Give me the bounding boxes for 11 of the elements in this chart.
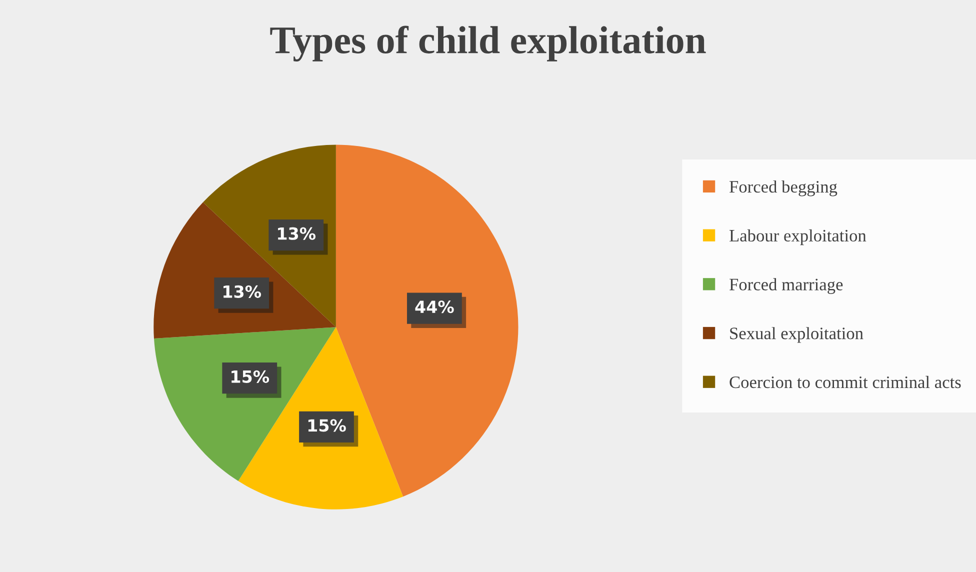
data-label: 13% <box>278 227 316 240</box>
data-label: 44% <box>415 300 454 314</box>
data-label: 15% <box>232 370 270 383</box>
legend-label: Sexual exploitation <box>730 327 864 343</box>
legend-label: Coercion to commit criminal acts <box>730 376 961 388</box>
legend-label: Forced marriage <box>729 278 843 294</box>
data-label: 15% <box>308 419 346 432</box>
legend-label: Labour exploitation <box>729 229 866 246</box>
chart-title: Types of child exploitation <box>270 26 706 62</box>
data-label: 13% <box>224 285 262 298</box>
legend-label: Forced begging <box>729 180 838 196</box>
